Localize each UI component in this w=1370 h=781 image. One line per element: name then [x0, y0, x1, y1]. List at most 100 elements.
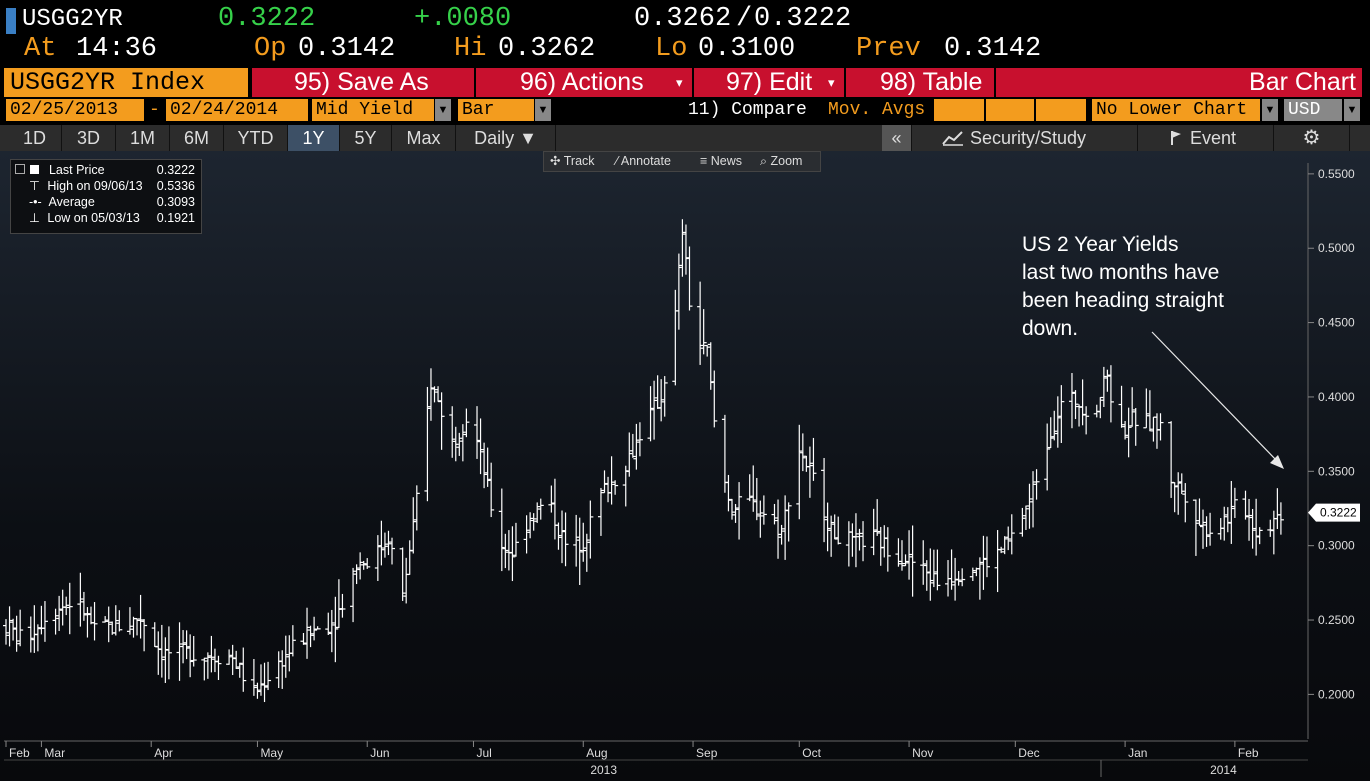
zoom-button[interactable]: ⌕ Zoom [760, 152, 802, 171]
actions-button[interactable]: 96) Actions ▾ [476, 68, 692, 97]
legend-value: 0.3222 [156, 163, 195, 177]
edit-label: 97) Edit [726, 68, 813, 96]
collapse-box-icon[interactable] [15, 164, 25, 174]
chart-type-title: Bar Chart [996, 68, 1362, 97]
event-label: Event [1190, 128, 1237, 148]
settings-icon[interactable]: ⚙ [1274, 125, 1350, 151]
lower-chart-select[interactable]: No Lower Chart [1092, 99, 1260, 121]
open-label: Op [254, 34, 287, 64]
chart-area[interactable]: 0.2000 0.2500 0.3000 0.3500 0.4000 0.4500 0.50… [0, 151, 1370, 781]
chart-tools-bar: ✣ Track ⁄ Annotate ≡ News ⌕ Zoom [543, 151, 821, 172]
actions-label: 96) Actions [520, 68, 644, 96]
edit-chevron-icon: ▾ [828, 75, 835, 90]
legend-label: Low on 05/03/13 [47, 211, 140, 225]
x-tick-label: Apr [154, 746, 173, 760]
x-tick-label: Feb [1238, 746, 1259, 760]
quote-time: 14:36 [76, 34, 158, 64]
period-ytd[interactable]: YTD [224, 125, 288, 151]
legend-value: 0.1921 [156, 211, 195, 225]
end-date-field[interactable]: 02/24/2014 [166, 99, 308, 121]
news-button[interactable]: ≡ News [700, 152, 742, 171]
period-1y[interactable]: 1Y [288, 125, 340, 151]
currency-dropdown-icon[interactable]: ▼ [1344, 99, 1360, 121]
style-select[interactable]: Bar [458, 99, 534, 121]
legend-label: Last Price [48, 163, 105, 177]
command-bar: USGG2YR Index 95) Save As 96) Actions ▾ … [0, 68, 1370, 97]
compare-button[interactable]: 11) Compare [688, 100, 807, 120]
crosshair-icon: ✣ [550, 154, 564, 168]
period-max[interactable]: Max [392, 125, 456, 151]
annotate-button[interactable]: ⁄ Annotate [616, 152, 671, 171]
high-label: Hi [454, 34, 487, 64]
table-button[interactable]: 98) Table [846, 68, 994, 97]
low-marker-icon: ⊥ [29, 211, 40, 225]
last-price-swatch-icon [30, 165, 40, 174]
track-label: Track [563, 154, 595, 168]
x-year-label: 2014 [1210, 763, 1237, 777]
period-1m[interactable]: 1M [116, 125, 170, 151]
period-5y[interactable]: 5Y [340, 125, 392, 151]
chart-legend: Last Price 0.3222 ⊤ High on 09/06/13 0.5… [10, 159, 202, 234]
annotation-line: last two months have [1022, 261, 1220, 284]
save-as-label: 95) Save As [294, 68, 429, 96]
open-value: 0.3142 [298, 34, 396, 64]
edit-button[interactable]: 97) Edit ▾ [694, 68, 844, 97]
field-dropdown-icon[interactable]: ▼ [435, 99, 451, 121]
y-tick-label: 0.4500 [1318, 316, 1355, 330]
field-select[interactable]: Mid Yield [312, 99, 434, 121]
y-axis-ticks: 0.2000 0.2500 0.3000 0.3500 0.4000 0.4500 0.50… [1308, 167, 1355, 701]
legend-low: ⊥ Low on 05/03/13 [15, 210, 140, 226]
track-button[interactable]: ✣ Track [550, 152, 595, 171]
currency-select[interactable]: USD [1284, 99, 1342, 121]
security-study-label: Security/Study [970, 128, 1087, 148]
news-icon: ≡ [700, 154, 711, 168]
x-tick-label: Feb [9, 746, 30, 760]
price-bars [3, 219, 1284, 703]
bid-ask-separator: / [736, 4, 753, 34]
trend-arrow [1151, 331, 1284, 469]
period-3d[interactable]: 3D [62, 125, 116, 151]
bid-price: 0.3262 [634, 4, 732, 34]
y-tick-label: 0.5500 [1318, 167, 1355, 181]
actions-chevron-icon: ▾ [676, 75, 683, 90]
mov-avg-field-3[interactable] [1036, 99, 1086, 121]
x-tick-label: Mar [44, 746, 65, 760]
y-tick-label: 0.2500 [1318, 613, 1355, 627]
security-title[interactable]: USGG2YR Index [4, 68, 248, 97]
event-button[interactable]: Event [1138, 125, 1274, 151]
chart-type-label: Bar Chart [1249, 68, 1356, 96]
chart-params-row: 02/25/2013 - 02/24/2014 Mid Yield ▼ Bar … [0, 98, 1370, 123]
mov-avg-field-1[interactable] [934, 99, 984, 121]
annotation-line: been heading straight [1022, 289, 1224, 312]
axes [4, 163, 1309, 777]
mov-avgs-label[interactable]: Mov. Avgs [828, 100, 926, 120]
period-6m[interactable]: 6M [170, 125, 224, 151]
legend-value: 0.5336 [156, 179, 195, 193]
y-tick-label: 0.5000 [1318, 241, 1355, 255]
mov-avg-field-2[interactable] [986, 99, 1034, 121]
high-marker-icon: ⊤ [29, 179, 40, 193]
save-as-button[interactable]: 95) Save As [252, 68, 474, 97]
net-change: +.0080 [414, 4, 512, 34]
x-year-label: 2013 [590, 763, 617, 777]
y-tick-label: 0.4000 [1318, 390, 1355, 404]
period-1d[interactable]: 1D [8, 125, 62, 151]
pencil-icon: ⁄ [616, 154, 621, 168]
low-label: Lo [655, 34, 688, 64]
x-tick-label: Nov [912, 746, 933, 760]
x-tick-label: Oct [802, 746, 821, 760]
annotation-line: down. [1022, 317, 1079, 340]
y-tick-label: 0.2000 [1318, 687, 1355, 701]
y-tick-label: 0.3500 [1318, 464, 1355, 478]
security-study-button[interactable]: Security/Study [912, 125, 1138, 151]
lower-chart-dropdown-icon[interactable]: ▼ [1262, 99, 1278, 121]
annotation-line: US 2 Year Yields [1022, 233, 1179, 256]
prev-label: Prev [856, 34, 921, 64]
collapse-button[interactable]: « [882, 125, 912, 151]
ask-price: 0.3222 [754, 4, 852, 34]
frequency-select[interactable]: Daily ▼ [456, 125, 556, 151]
price-chart[interactable]: 0.2000 0.2500 0.3000 0.3500 0.4000 0.4500 0.50… [0, 151, 1370, 781]
start-date-field[interactable]: 02/25/2013 [6, 99, 144, 121]
y-tick-label: 0.3000 [1318, 539, 1355, 553]
style-dropdown-icon[interactable]: ▼ [535, 99, 551, 121]
